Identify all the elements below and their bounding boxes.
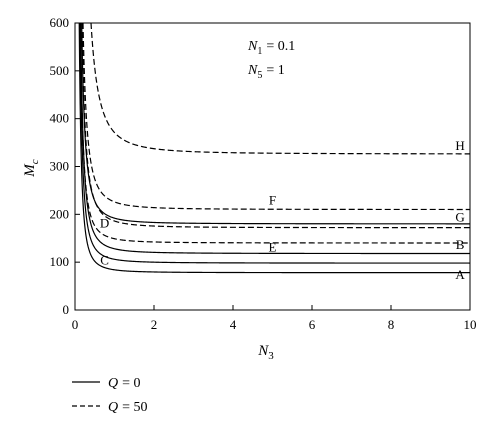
curve-e bbox=[80, 22, 470, 255]
x-axis-title: N3 bbox=[257, 343, 274, 362]
x-tick-label: 0 bbox=[72, 317, 79, 332]
curve-label-h: H bbox=[455, 138, 464, 153]
x-tick-label: 8 bbox=[388, 317, 395, 332]
curve-label-e: E bbox=[269, 240, 277, 255]
curves bbox=[78, 22, 471, 274]
curve-label-f: F bbox=[269, 192, 276, 207]
y-axis-title: Mc bbox=[22, 159, 41, 178]
param-n5: N5 = 1 bbox=[247, 63, 285, 81]
curve-c bbox=[79, 22, 471, 264]
legend-dashed-label: Q = 50 bbox=[108, 400, 148, 415]
curve-f bbox=[82, 22, 470, 211]
y-tick-label: 600 bbox=[50, 15, 70, 30]
curve-a bbox=[78, 22, 470, 274]
curve-label-c: C bbox=[100, 253, 109, 268]
curve-label-a: A bbox=[455, 267, 465, 282]
curve-d bbox=[81, 22, 470, 229]
curve-labels: AB C D E F G H bbox=[100, 138, 466, 282]
y-tick-label: 500 bbox=[50, 63, 70, 78]
curve-h bbox=[90, 22, 470, 155]
y-tick-label: 200 bbox=[50, 206, 70, 221]
curve-label-g: G bbox=[455, 210, 464, 225]
y-tick-label: 100 bbox=[50, 254, 70, 269]
legend: Q = 0 Q = 50 bbox=[72, 376, 148, 415]
x-tick-label: 10 bbox=[464, 317, 477, 332]
y-tick-label: 300 bbox=[50, 159, 70, 174]
legend-solid-label: Q = 0 bbox=[108, 376, 141, 391]
x-tick-label: 4 bbox=[230, 317, 237, 332]
y-tick-label: 0 bbox=[63, 302, 70, 317]
curve-label-d: D bbox=[100, 216, 109, 231]
curve-g bbox=[81, 22, 470, 225]
x-tick-label: 6 bbox=[309, 317, 316, 332]
x-tick-label: 2 bbox=[151, 317, 158, 332]
curve-b bbox=[79, 22, 470, 244]
param-n1: N1 = 0.1 bbox=[247, 39, 295, 57]
y-tick-label: 400 bbox=[50, 111, 70, 126]
curve-label-b: B bbox=[456, 237, 465, 252]
